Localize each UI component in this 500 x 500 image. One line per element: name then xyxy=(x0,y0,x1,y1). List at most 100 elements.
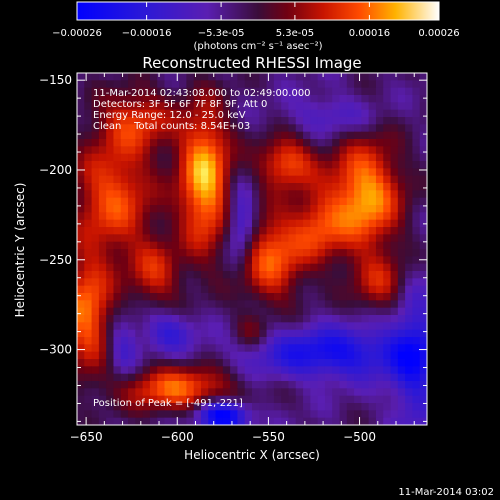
heatmap-cell xyxy=(186,278,195,287)
heatmap-cell xyxy=(397,212,406,221)
heatmap-cell xyxy=(412,293,421,301)
heatmap-cell xyxy=(193,80,202,89)
heatmap-cell xyxy=(390,109,399,118)
y-axis-tick-labels: −150−200−250−300 xyxy=(39,73,72,356)
heatmap-cell xyxy=(339,249,348,257)
heatmap-cell xyxy=(310,263,319,272)
heatmap-cell xyxy=(230,124,238,133)
heatmap-cell xyxy=(179,227,187,235)
heatmap-cell xyxy=(281,234,289,243)
heatmap-cell xyxy=(135,95,144,103)
heatmap-cell xyxy=(339,190,348,199)
heatmap-cell xyxy=(361,329,370,338)
heatmap-cell xyxy=(397,293,406,301)
heatmap-cell xyxy=(222,161,231,169)
heatmap-cell xyxy=(419,337,427,345)
heatmap-cell xyxy=(288,366,297,375)
heatmap-cell xyxy=(354,205,362,213)
heatmap-cell xyxy=(273,351,282,360)
heatmap-cell xyxy=(361,197,370,206)
heatmap-cell xyxy=(339,373,348,382)
x-axis-tick-labels: −650 −600 −550 −500 xyxy=(70,430,376,444)
heatmap-cell xyxy=(222,175,231,184)
heatmap-cell xyxy=(259,337,267,345)
heatmap-cell xyxy=(303,117,311,125)
heatmap-cell xyxy=(332,344,340,353)
heatmap-cell xyxy=(317,256,326,265)
heatmap-cell xyxy=(135,131,144,140)
heatmap-cell xyxy=(266,139,275,147)
heatmap-cell xyxy=(346,285,355,294)
heatmap-cell xyxy=(310,183,319,191)
heatmap-cell xyxy=(142,73,151,81)
heatmap-cell xyxy=(193,183,202,191)
heatmap-cell xyxy=(135,278,144,287)
heatmap-cell xyxy=(135,410,144,419)
heatmap-cell xyxy=(164,117,173,125)
heatmap-cell xyxy=(361,168,370,177)
heatmap-cell xyxy=(332,403,340,411)
heatmap-cell xyxy=(120,131,129,140)
heatmap-cell xyxy=(149,117,158,125)
heatmap-cell xyxy=(281,417,289,425)
heatmap-cell xyxy=(193,285,202,294)
heatmap-cell xyxy=(120,95,129,103)
heatmap-cell xyxy=(164,168,173,177)
heatmap-cell xyxy=(77,131,85,140)
heatmap-cell xyxy=(397,271,406,279)
heatmap-cell xyxy=(200,234,209,243)
heatmap-cell xyxy=(405,168,413,177)
heatmap-cell xyxy=(339,212,348,221)
heatmap-cell xyxy=(215,256,224,265)
heatmap-cell xyxy=(142,307,151,316)
heatmap-cell xyxy=(120,395,129,404)
heatmap-cell xyxy=(368,388,377,397)
heatmap-cell xyxy=(157,102,165,111)
heatmap-cell xyxy=(135,117,144,125)
colorbar-tick-label: −0.00026 xyxy=(52,28,102,39)
heatmap-cell xyxy=(303,300,311,309)
heatmap-cell xyxy=(310,212,319,221)
heatmap-cell xyxy=(281,190,289,199)
heatmap-cell xyxy=(361,395,370,404)
heatmap-cell xyxy=(368,417,377,425)
heatmap-cell xyxy=(164,256,173,265)
heatmap-cell xyxy=(419,263,427,272)
heatmap-cell xyxy=(317,183,326,191)
heatmap-cell xyxy=(419,95,427,103)
heatmap-cell xyxy=(368,102,377,111)
heatmap-cell xyxy=(252,403,260,411)
heatmap-cell xyxy=(397,322,406,331)
heatmap-cell xyxy=(77,190,85,199)
heatmap-cell xyxy=(77,183,85,191)
heatmap-cell xyxy=(128,241,136,250)
heatmap-cell xyxy=(230,73,238,81)
heatmap-cell xyxy=(91,337,100,345)
heatmap-cell xyxy=(332,271,340,279)
heatmap-cell xyxy=(208,271,216,279)
heatmap-cell xyxy=(273,95,282,103)
heatmap-cell xyxy=(113,285,122,294)
heatmap-cell xyxy=(186,417,195,425)
heatmap-cell xyxy=(295,329,304,338)
heatmap-cell xyxy=(98,256,107,265)
heatmap-cell xyxy=(332,322,340,331)
heatmap-cell xyxy=(361,315,370,323)
heatmap-cell xyxy=(390,234,399,243)
heatmap-cell xyxy=(171,381,180,389)
heatmap-cell xyxy=(354,219,362,228)
heatmap-cell xyxy=(128,344,136,353)
heatmap-cell xyxy=(310,139,319,147)
heatmap-cell xyxy=(237,395,246,404)
heatmap-cell xyxy=(237,131,246,140)
heatmap-cell xyxy=(120,351,129,360)
heatmap-cell xyxy=(390,285,399,294)
heatmap-cell xyxy=(164,337,173,345)
heatmap-cell xyxy=(157,373,165,382)
heatmap-cell xyxy=(346,102,355,111)
heatmap-cell xyxy=(179,278,187,287)
heatmap-cell xyxy=(288,117,297,125)
heatmap-cell xyxy=(149,381,158,389)
heatmap-cell xyxy=(157,351,165,360)
heatmap-cell xyxy=(252,109,260,118)
